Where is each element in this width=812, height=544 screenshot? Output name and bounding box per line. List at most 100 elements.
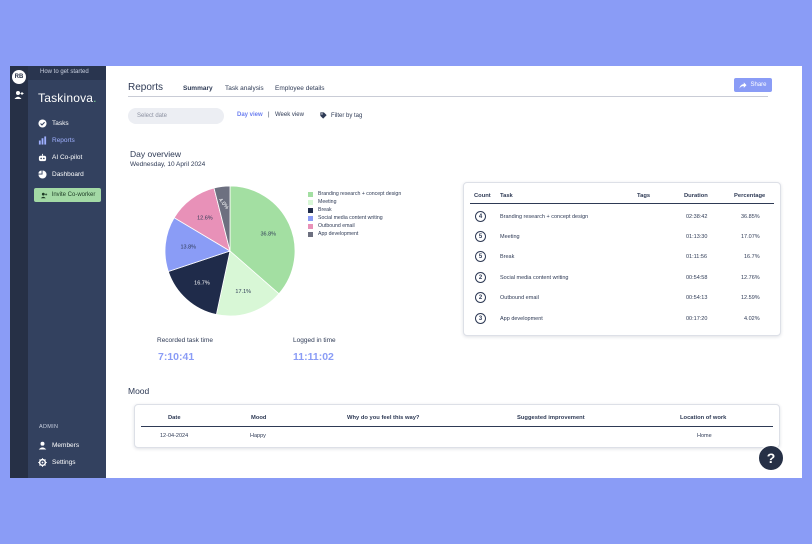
count-badge: 5 (475, 231, 486, 242)
task-name: Branding research + concept design (500, 214, 589, 220)
app-window: RB How to get started Taskinova. Tasks R… (10, 66, 802, 478)
column-header-percentage: Percentage (734, 193, 766, 199)
admin-heading: ADMIN (39, 424, 59, 430)
legend-item: App development (308, 230, 401, 238)
column-header-duration: Duration (684, 193, 708, 199)
mood-title: Mood (128, 386, 150, 396)
legend-item: Social media content writing (308, 214, 401, 222)
pie-slice-label: 13.8% (180, 244, 196, 250)
main-content: Reports Summary Task analysis Employee d… (106, 66, 802, 478)
task-percentage: 36.85% (741, 214, 760, 220)
count-badge: 5 (475, 251, 486, 262)
task-percentage: 17.07% (741, 234, 760, 240)
column-header-mood: Mood (251, 415, 267, 421)
filter-by-tag-button[interactable]: Filter by tag (320, 112, 362, 119)
gear-icon (38, 457, 47, 467)
pie-slice[interactable] (213, 185, 231, 252)
header-divider (128, 96, 768, 97)
legend-label: Branding research + concept design (318, 191, 402, 197)
task-name: Outbound email (500, 295, 539, 301)
table-header-divider (470, 203, 774, 204)
date-picker[interactable]: Select date (128, 108, 224, 124)
count-badge: 3 (475, 313, 486, 324)
check-circle-icon (38, 118, 47, 128)
pie-slice[interactable] (164, 217, 231, 272)
task-percentage: 16.7% (744, 254, 760, 260)
task-percentage: 4.02% (744, 316, 760, 322)
task-duration: 01:11:56 (686, 254, 708, 260)
add-user-icon[interactable] (14, 90, 24, 100)
bar-chart-icon (38, 135, 47, 145)
legend-label: Break (318, 207, 332, 213)
tab-employee-details[interactable]: Employee details (275, 85, 325, 92)
avatar[interactable]: RB (12, 70, 26, 84)
logo: Taskinova. (38, 91, 97, 105)
legend-swatch (308, 199, 313, 205)
count-badge: 2 (475, 272, 486, 283)
legend-item: Outbound email (308, 222, 401, 230)
tab-task-analysis[interactable]: Task analysis (225, 85, 264, 92)
tab-summary[interactable]: Summary (183, 85, 213, 92)
task-name: Social media content writing (500, 275, 569, 281)
sidebar-item-label: Tasks (52, 119, 69, 127)
share-button[interactable]: Share (734, 78, 772, 92)
legend-label: Meeting (318, 199, 337, 205)
share-label: Share (750, 82, 767, 88)
count-badge: 4 (475, 211, 486, 222)
help-button[interactable]: ? (758, 445, 784, 471)
sidebar-item-tasks[interactable]: Tasks (38, 116, 102, 130)
tag-icon (320, 112, 327, 119)
sidebar-item-label: Reports (52, 136, 75, 144)
sidebar-item-ai-copilot[interactable]: AI Co-pilot (38, 150, 102, 164)
pie-slice[interactable] (215, 250, 280, 317)
pie-slice[interactable] (167, 250, 231, 316)
sidebar-item-settings[interactable]: Settings (38, 455, 102, 469)
mood-value: Happy (250, 433, 266, 439)
icon-rail: RB (10, 66, 28, 478)
mood-date: 12-04-2024 (160, 433, 189, 439)
how-to-get-started-link[interactable]: How to get started (40, 69, 89, 75)
pie-slice[interactable] (229, 185, 296, 295)
task-percentage: 12.59% (741, 295, 760, 301)
mood-header-divider (141, 426, 773, 427)
task-percentage: 12.76% (741, 275, 760, 281)
sidebar-item-label: Settings (52, 458, 76, 466)
pie-slice-label: 17.1% (235, 289, 251, 295)
sidebar-top-bar (28, 66, 106, 80)
logo-text: Taskinova (38, 91, 94, 105)
task-duration: 00:54:58 (686, 275, 708, 281)
pie-slice-label: 12.6% (197, 215, 213, 221)
legend-swatch (308, 191, 313, 197)
sidebar-item-dashboard[interactable]: Dashboard (38, 167, 102, 181)
day-overview-title: Day overview (130, 149, 182, 159)
add-user-icon (40, 192, 47, 198)
legend-item: Meeting (308, 198, 401, 206)
logo-dot: . (93, 91, 97, 105)
week-view-toggle[interactable]: Week view (275, 112, 304, 118)
column-header-date: Date (168, 415, 181, 421)
invite-coworker-button[interactable]: Invite Co-worker (34, 188, 101, 202)
chart-legend: Branding research + concept design Meeti… (308, 190, 401, 238)
sidebar-item-members[interactable]: Members (38, 438, 102, 452)
day-view-toggle[interactable]: Day view (237, 112, 263, 118)
task-name: Meeting (500, 234, 520, 240)
task-duration: 00:54:13 (686, 295, 708, 301)
task-duration: 02:38:42 (686, 214, 708, 220)
column-header-suggested: Suggested improvement (517, 415, 585, 421)
legend-swatch (308, 215, 313, 221)
legend-label: Outbound email (318, 223, 355, 229)
task-duration: 00:17:20 (686, 316, 708, 322)
column-header-location: Location of work (680, 415, 727, 421)
column-header-tags: Tags (637, 193, 651, 199)
logged-in-time-label: Logged in time (293, 337, 336, 344)
legend-item: Branding research + concept design (308, 190, 401, 198)
recorded-task-time-label: Recorded task time (157, 337, 213, 344)
sidebar-item-reports[interactable]: Reports (38, 133, 102, 147)
task-duration: 01:13:30 (686, 234, 708, 240)
sidebar-item-label: AI Co-pilot (52, 153, 83, 161)
legend-swatch (308, 231, 313, 237)
sidebar-item-label: Members (52, 441, 80, 449)
legend-swatch (308, 223, 313, 229)
page-title: Reports (128, 82, 164, 93)
count-badge: 2 (475, 292, 486, 303)
